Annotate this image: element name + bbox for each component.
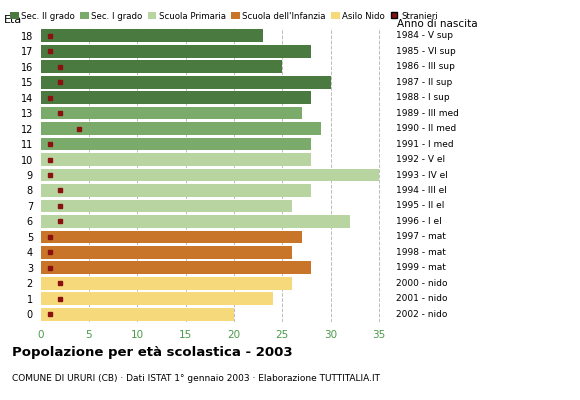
Text: 1985 - VI sup: 1985 - VI sup xyxy=(396,47,455,56)
Legend: Sec. II grado, Sec. I grado, Scuola Primaria, Scuola dell'Infanzia, Asilo Nido, : Sec. II grado, Sec. I grado, Scuola Prim… xyxy=(10,12,438,21)
Bar xyxy=(41,246,292,259)
Text: 1984 - V sup: 1984 - V sup xyxy=(396,31,452,40)
Bar xyxy=(41,60,282,73)
Bar xyxy=(41,138,311,150)
Bar xyxy=(41,91,311,104)
Text: 1992 - V el: 1992 - V el xyxy=(396,155,445,164)
Text: Anno di nascita: Anno di nascita xyxy=(397,19,478,29)
Text: COMUNE DI URURI (CB) · Dati ISTAT 1° gennaio 2003 · Elaborazione TUTTITALIA.IT: COMUNE DI URURI (CB) · Dati ISTAT 1° gen… xyxy=(12,374,379,383)
Text: 1999 - mat: 1999 - mat xyxy=(396,263,445,272)
Bar xyxy=(41,200,292,212)
Text: 1996 - I el: 1996 - I el xyxy=(396,217,441,226)
Text: 1991 - I med: 1991 - I med xyxy=(396,140,453,148)
Bar xyxy=(41,277,292,290)
Bar xyxy=(41,215,350,228)
Text: Popolazione per età scolastica - 2003: Popolazione per età scolastica - 2003 xyxy=(12,346,292,359)
Bar xyxy=(41,107,302,120)
Bar xyxy=(41,308,234,321)
Bar xyxy=(41,45,311,58)
Bar xyxy=(41,262,311,274)
Bar xyxy=(41,230,302,243)
Text: 1997 - mat: 1997 - mat xyxy=(396,232,445,241)
Text: 1986 - III sup: 1986 - III sup xyxy=(396,62,455,71)
Text: 1998 - mat: 1998 - mat xyxy=(396,248,445,257)
Text: 1988 - I sup: 1988 - I sup xyxy=(396,93,449,102)
Bar xyxy=(41,29,263,42)
Text: 1987 - II sup: 1987 - II sup xyxy=(396,78,452,87)
Text: 1995 - II el: 1995 - II el xyxy=(396,202,444,210)
Text: 2001 - nido: 2001 - nido xyxy=(396,294,447,303)
Bar xyxy=(41,122,321,135)
Text: 1989 - III med: 1989 - III med xyxy=(396,109,458,118)
Bar xyxy=(41,76,331,88)
Text: 2000 - nido: 2000 - nido xyxy=(396,279,447,288)
Text: 1993 - IV el: 1993 - IV el xyxy=(396,170,447,180)
Text: 1994 - III el: 1994 - III el xyxy=(396,186,447,195)
Bar xyxy=(41,184,311,197)
Bar xyxy=(41,153,311,166)
Text: 2002 - nido: 2002 - nido xyxy=(396,310,447,319)
Bar xyxy=(41,292,273,305)
Bar xyxy=(41,169,379,181)
Text: 1990 - II med: 1990 - II med xyxy=(396,124,456,133)
Text: Età: Età xyxy=(4,15,22,25)
